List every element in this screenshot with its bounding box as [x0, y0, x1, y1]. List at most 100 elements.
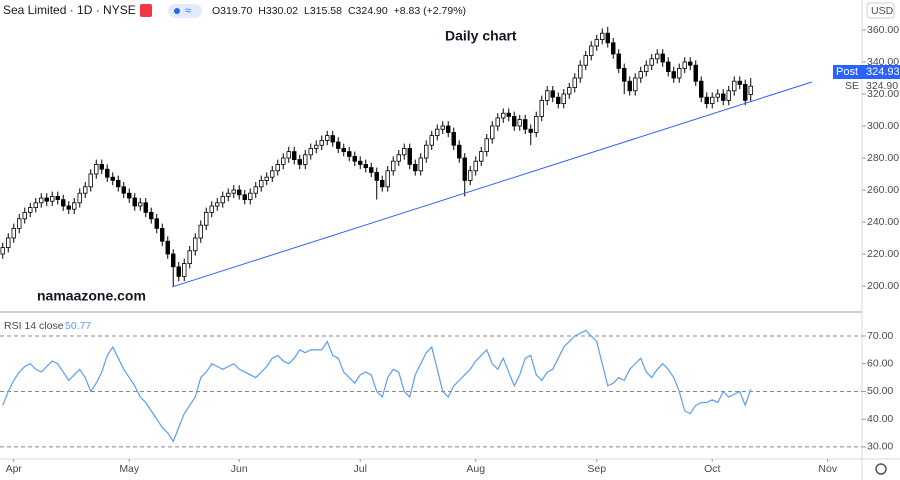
candle-body	[473, 160, 478, 172]
candle-body	[66, 205, 71, 210]
candle-body	[149, 211, 154, 220]
candle-body	[550, 90, 555, 98]
x-tick-label: Nov	[818, 463, 837, 475]
rsi-value: 50.77	[65, 320, 91, 332]
candle-body	[352, 155, 357, 162]
candle-body	[187, 250, 192, 265]
annotation: namaazone.com	[37, 288, 146, 304]
candle-body	[275, 163, 280, 172]
candle-body	[424, 144, 429, 159]
candle-body	[39, 197, 44, 204]
candle-body	[110, 176, 115, 181]
candle-body	[242, 194, 247, 201]
candle-body	[490, 125, 495, 140]
y-tick-label: 240.00	[867, 216, 899, 228]
candle-body	[6, 237, 11, 248]
candle-body	[468, 170, 473, 181]
candle-body	[671, 71, 676, 79]
candle-body	[17, 218, 22, 229]
candle-body	[583, 55, 588, 66]
post-price-tag	[833, 65, 900, 79]
candle-body	[710, 96, 715, 104]
candle-body	[380, 179, 385, 188]
candle-body	[748, 85, 753, 95]
candle-body	[204, 211, 209, 226]
candle-body	[501, 112, 506, 119]
ohlc-value: L315.58	[304, 5, 342, 17]
candle-body	[270, 170, 275, 178]
candle-body	[336, 141, 341, 149]
candle-body	[704, 96, 709, 104]
candle-body	[611, 42, 616, 55]
candle-body	[286, 151, 291, 159]
candle-body	[578, 64, 583, 79]
candle-body	[534, 116, 539, 133]
y-tick-label: 260.00	[867, 184, 899, 196]
candle-body	[308, 147, 313, 156]
candle-body	[171, 253, 176, 268]
candle-body	[721, 93, 726, 101]
ohlc-value: O319.70	[212, 5, 252, 17]
currency-button[interactable]	[866, 2, 895, 19]
candle-body	[237, 189, 242, 196]
candle-body	[341, 147, 346, 152]
y-tick-label: 300.00	[867, 120, 899, 132]
x-tick-label: May	[119, 463, 140, 475]
candle-body	[297, 159, 302, 165]
ohlc-value: H330.02	[258, 5, 298, 17]
session-icon	[174, 8, 180, 14]
candle-body	[132, 197, 137, 207]
candle-body	[116, 179, 121, 188]
rsi-line	[2, 329, 752, 443]
flag-icon[interactable]	[140, 4, 152, 17]
candle-body	[627, 80, 632, 92]
candle-body	[556, 96, 561, 104]
candle-body	[363, 163, 368, 168]
candle-body	[462, 157, 467, 181]
candle-body	[264, 176, 269, 181]
candle-body	[418, 157, 423, 172]
candle-body	[61, 199, 66, 207]
annotation: Daily chart	[445, 28, 517, 44]
candle-body	[50, 195, 55, 202]
candle-body	[495, 117, 500, 127]
x-tick-label: Jun	[231, 463, 248, 475]
y-tick-label: 280.00	[867, 152, 899, 164]
post-price: 324.93	[866, 66, 900, 78]
x-tick-label: Sep	[587, 463, 606, 475]
candle-body	[231, 189, 236, 194]
candle-body	[726, 90, 731, 101]
x-tick-label: Apr	[6, 463, 23, 475]
candle-body	[594, 39, 599, 47]
candle-body	[22, 211, 27, 220]
candle-body	[743, 84, 748, 101]
candle-body	[77, 192, 82, 204]
candle-body	[506, 112, 511, 117]
gear[interactable]	[875, 463, 887, 475]
candle-body	[396, 154, 401, 162]
candle-body	[198, 224, 203, 239]
candle-body	[429, 135, 434, 146]
candle-body	[193, 237, 198, 252]
x-tick-label: Aug	[466, 463, 485, 475]
candle-body	[451, 131, 456, 146]
session-toggle[interactable]	[168, 4, 202, 18]
candle-body	[28, 207, 33, 213]
candle-body	[55, 195, 60, 200]
candle-body	[369, 167, 374, 173]
settings-icon[interactable]	[875, 463, 887, 475]
candle-body	[737, 80, 742, 85]
candle-body	[545, 90, 550, 101]
candle-body	[143, 202, 148, 213]
candle-body	[666, 61, 671, 72]
candle-body	[127, 192, 132, 199]
candle-body	[413, 163, 418, 172]
candle-body	[638, 71, 643, 79]
candle-body	[699, 80, 704, 98]
candle-body	[259, 179, 264, 188]
candle-body	[248, 192, 253, 200]
candle-body	[732, 80, 737, 92]
candle-body	[121, 186, 126, 194]
candle-body	[94, 163, 99, 175]
